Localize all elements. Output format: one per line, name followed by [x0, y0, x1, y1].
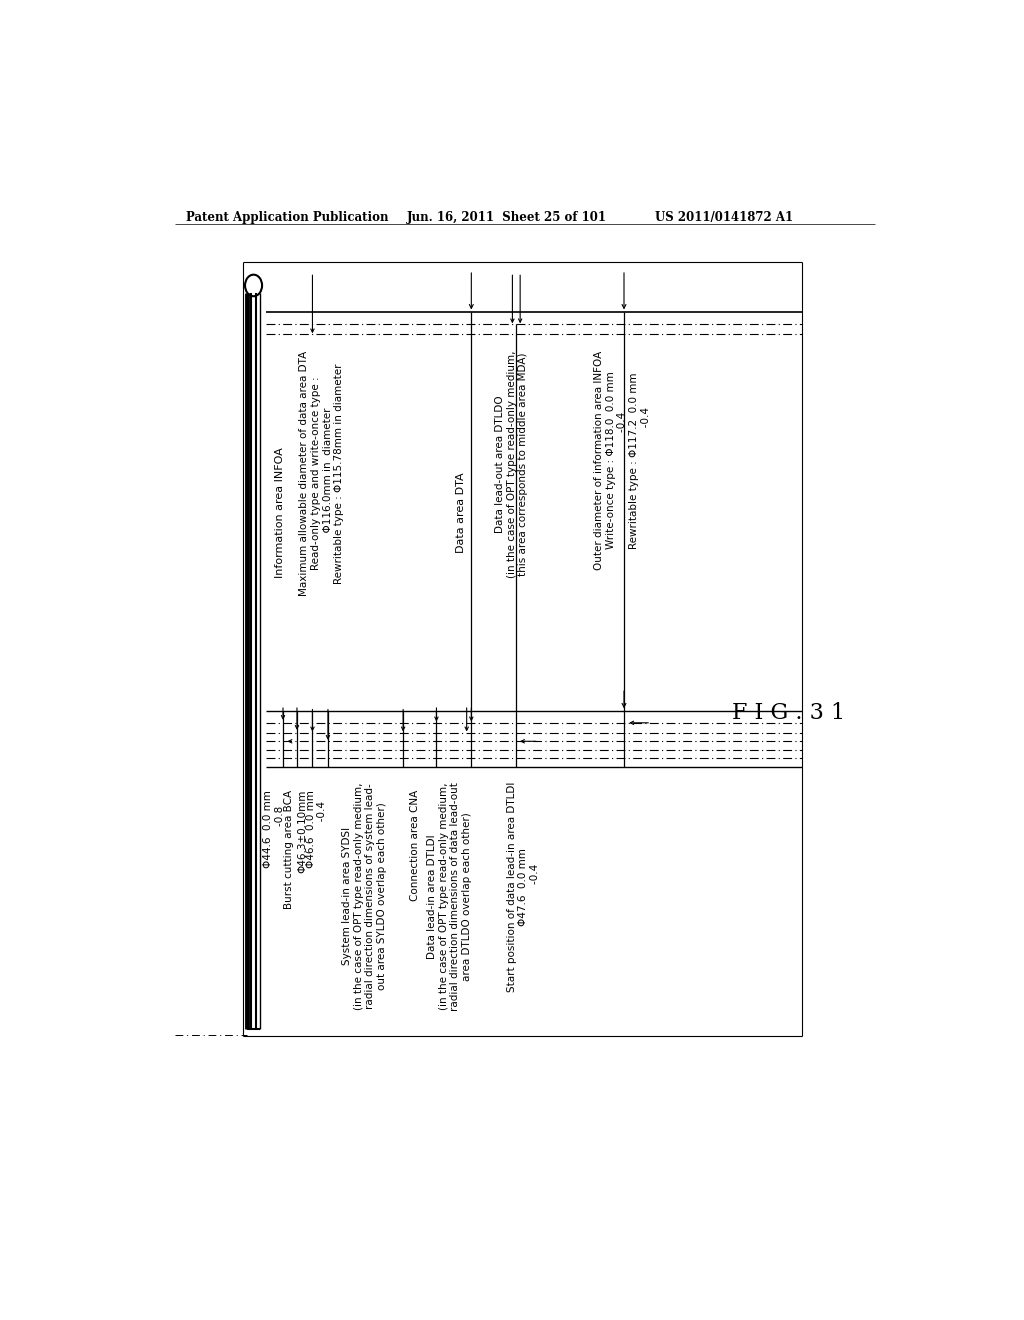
Text: Jun. 16, 2011  Sheet 25 of 101: Jun. 16, 2011 Sheet 25 of 101	[407, 211, 607, 224]
Text: Φ46.3±0.10mm: Φ46.3±0.10mm	[297, 789, 307, 873]
Text: Patent Application Publication: Patent Application Publication	[186, 211, 389, 224]
Text: Data lead-in area DTLDI
(in the case of OPT type read-only medium,
radial direct: Data lead-in area DTLDI (in the case of …	[427, 781, 472, 1011]
Text: Outer diameter of information area INFOA
Write-once type : Φ118.0  0.0 mm
      : Outer diameter of information area INFOA…	[594, 351, 650, 570]
Text: Information area INFOA: Information area INFOA	[274, 447, 285, 578]
Text: Start position of data lead-in area DTLDI
Φ47.6  0.0 mm
        -0.4: Start position of data lead-in area DTLD…	[507, 781, 540, 993]
Text: Φ46.6  0.0 mm
           -0.4: Φ46.6 0.0 mm -0.4	[305, 789, 327, 867]
Text: Connection area CNA: Connection area CNA	[410, 789, 420, 902]
Text: US 2011/0141872 A1: US 2011/0141872 A1	[655, 211, 794, 224]
Text: F I G . 3 1: F I G . 3 1	[732, 702, 846, 723]
Text: Φ44.6  0.0 mm
        -0.8: Φ44.6 0.0 mm -0.8	[263, 789, 285, 867]
Text: System lead-in area SYDSI
(in the case of OPT type read-only medium,
radial dire: System lead-in area SYDSI (in the case o…	[342, 781, 387, 1010]
Text: Data lead-out area DTLDO
(in the case of OPT type read-only medium,
this area co: Data lead-out area DTLDO (in the case of…	[495, 351, 528, 578]
Text: Burst cutting area BCA: Burst cutting area BCA	[285, 789, 294, 909]
Text: Maximum allowable diameter of data area DTA
Read-only type and write-once type :: Maximum allowable diameter of data area …	[299, 351, 344, 597]
Text: Data area DTA: Data area DTA	[457, 473, 466, 553]
